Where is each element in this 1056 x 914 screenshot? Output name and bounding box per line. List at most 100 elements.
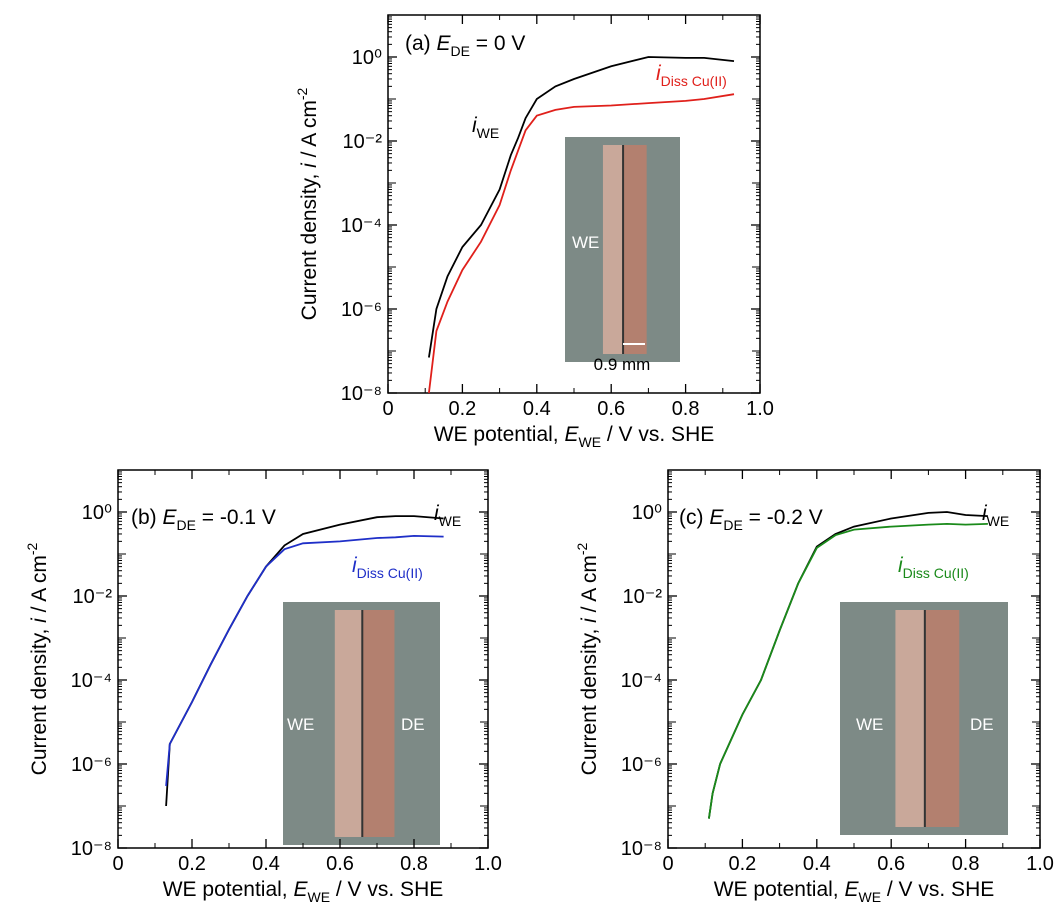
text-segment: E: [437, 32, 452, 55]
x-tick-label: 1.0: [1026, 853, 1054, 875]
text-segment: i: [28, 617, 51, 623]
y-tick-label: 10⁰: [82, 502, 112, 524]
text-segment: (b): [131, 506, 163, 529]
y-tick-label: 10⁻⁴: [71, 670, 112, 692]
text-segment: = -0.1 V: [196, 506, 276, 529]
text-segment: WE: [477, 125, 500, 141]
text-segment: WE: [439, 513, 462, 529]
we-electrode: [334, 610, 362, 837]
y-tick-label: 10⁻²: [73, 586, 113, 608]
x-tick-label: 0.4: [523, 398, 551, 420]
text-segment: i: [352, 554, 358, 577]
we-electrode: [895, 610, 924, 827]
inset-label: WE: [287, 715, 314, 734]
text-segment: / V vs. SHE: [330, 878, 443, 901]
x-tick-label: 0.2: [178, 853, 206, 875]
y-tick-label: 10⁻⁶: [341, 299, 382, 321]
text-segment: i: [434, 502, 440, 525]
x-tick-label: 0: [112, 853, 123, 875]
inset-label: WE: [572, 233, 599, 252]
text-segment: / A cm: [298, 100, 321, 163]
text-segment: WE: [578, 434, 601, 450]
text-segment: / A cm: [578, 555, 601, 618]
data-line: [165, 534, 444, 787]
x-tick-label: 0: [382, 398, 393, 420]
inset-label: DE: [401, 715, 425, 734]
text-segment: WE: [858, 889, 881, 905]
x-tick-label: 1.0: [474, 853, 502, 875]
y-tick-label: 10⁻⁸: [71, 838, 112, 860]
text-segment: Diss Cu(II): [903, 565, 969, 581]
text-segment: i: [982, 502, 988, 525]
text-segment: i: [898, 554, 904, 577]
y-tick-label: 10⁻⁴: [341, 215, 382, 237]
text-segment: = -0.2 V: [743, 506, 823, 529]
x-tick-label: 0: [662, 853, 673, 875]
text-segment: (a): [405, 32, 437, 55]
x-tick-label: 0.4: [803, 853, 831, 875]
x-axis-label: WE potential, EWE / V vs. SHE: [714, 878, 995, 905]
text-segment: WE potential,: [434, 423, 565, 446]
panel-annotation: (c) EDE = -0.2 V: [679, 506, 823, 533]
text-segment: DE: [723, 517, 742, 533]
y-tick-label: 10⁻²: [343, 131, 383, 153]
text-segment: -2: [574, 542, 590, 555]
text-segment: i: [472, 114, 478, 137]
text-segment: Current density,: [28, 623, 51, 776]
text-segment: -2: [294, 87, 310, 100]
y-tick-label: 10⁻⁸: [341, 383, 382, 405]
text-segment: E: [564, 423, 579, 446]
series-label: iWE: [472, 114, 499, 141]
y-tick-label: 10⁻⁸: [621, 838, 662, 860]
text-segment: E: [844, 878, 859, 901]
data-line: [708, 522, 988, 819]
de-electrode: [623, 145, 647, 354]
text-segment: WE potential,: [163, 878, 294, 901]
text-segment: / V vs. SHE: [601, 423, 714, 446]
x-tick-label: 0.6: [326, 853, 354, 875]
text-segment: E: [293, 878, 308, 901]
y-tick-label: 10⁻⁴: [621, 670, 662, 692]
text-segment: Current density,: [578, 623, 601, 776]
series-label: iDiss Cu(II): [352, 554, 423, 581]
data-line: [428, 56, 735, 358]
x-axis-label: WE potential, EWE / V vs. SHE: [163, 878, 444, 905]
x-tick-label: 0.2: [448, 398, 476, 420]
x-tick-label: 0.8: [672, 398, 700, 420]
x-tick-label: 0.8: [400, 853, 428, 875]
y-tick-label: 10⁻⁶: [71, 754, 112, 776]
text-segment: WE: [307, 889, 330, 905]
series-label: iDiss Cu(II): [898, 554, 969, 581]
text-segment: i: [578, 617, 601, 623]
text-segment: = 0 V: [470, 32, 525, 55]
series-label: iWE: [982, 502, 1009, 529]
text-segment: DE: [177, 517, 196, 533]
series-label: iWE: [434, 502, 461, 529]
text-segment: Current density,: [298, 168, 321, 321]
series-label: iDiss Cu(II): [656, 62, 727, 89]
y-tick-label: 10⁰: [632, 502, 662, 524]
text-segment: i: [298, 162, 321, 168]
panel-annotation: (a) EDE = 0 V: [405, 32, 525, 59]
de-electrode: [925, 610, 960, 827]
we-electrode: [602, 145, 623, 354]
panel-annotation: (b) EDE = -0.1 V: [131, 506, 276, 533]
inset-label: WE: [856, 715, 883, 734]
text-segment: Diss Cu(II): [661, 73, 727, 89]
y-axis-label: Current density, i / A cm-2: [294, 87, 321, 320]
text-segment: / V vs. SHE: [881, 878, 994, 901]
inset-label: 0.9 mm: [594, 355, 651, 374]
y-axis-label: Current density, i / A cm-2: [24, 542, 51, 775]
text-segment: DE: [451, 43, 470, 59]
data-line: [428, 93, 735, 394]
x-tick-label: 0.6: [597, 398, 625, 420]
inset-label: DE: [690, 233, 714, 252]
x-tick-label: 0.2: [728, 853, 756, 875]
x-tick-label: 1.0: [746, 398, 774, 420]
text-segment: WE: [987, 513, 1010, 529]
x-tick-label: 0.8: [952, 853, 980, 875]
de-electrode: [363, 610, 395, 837]
text-segment: E: [709, 506, 724, 529]
y-axis-label: Current density, i / A cm-2: [574, 542, 601, 775]
